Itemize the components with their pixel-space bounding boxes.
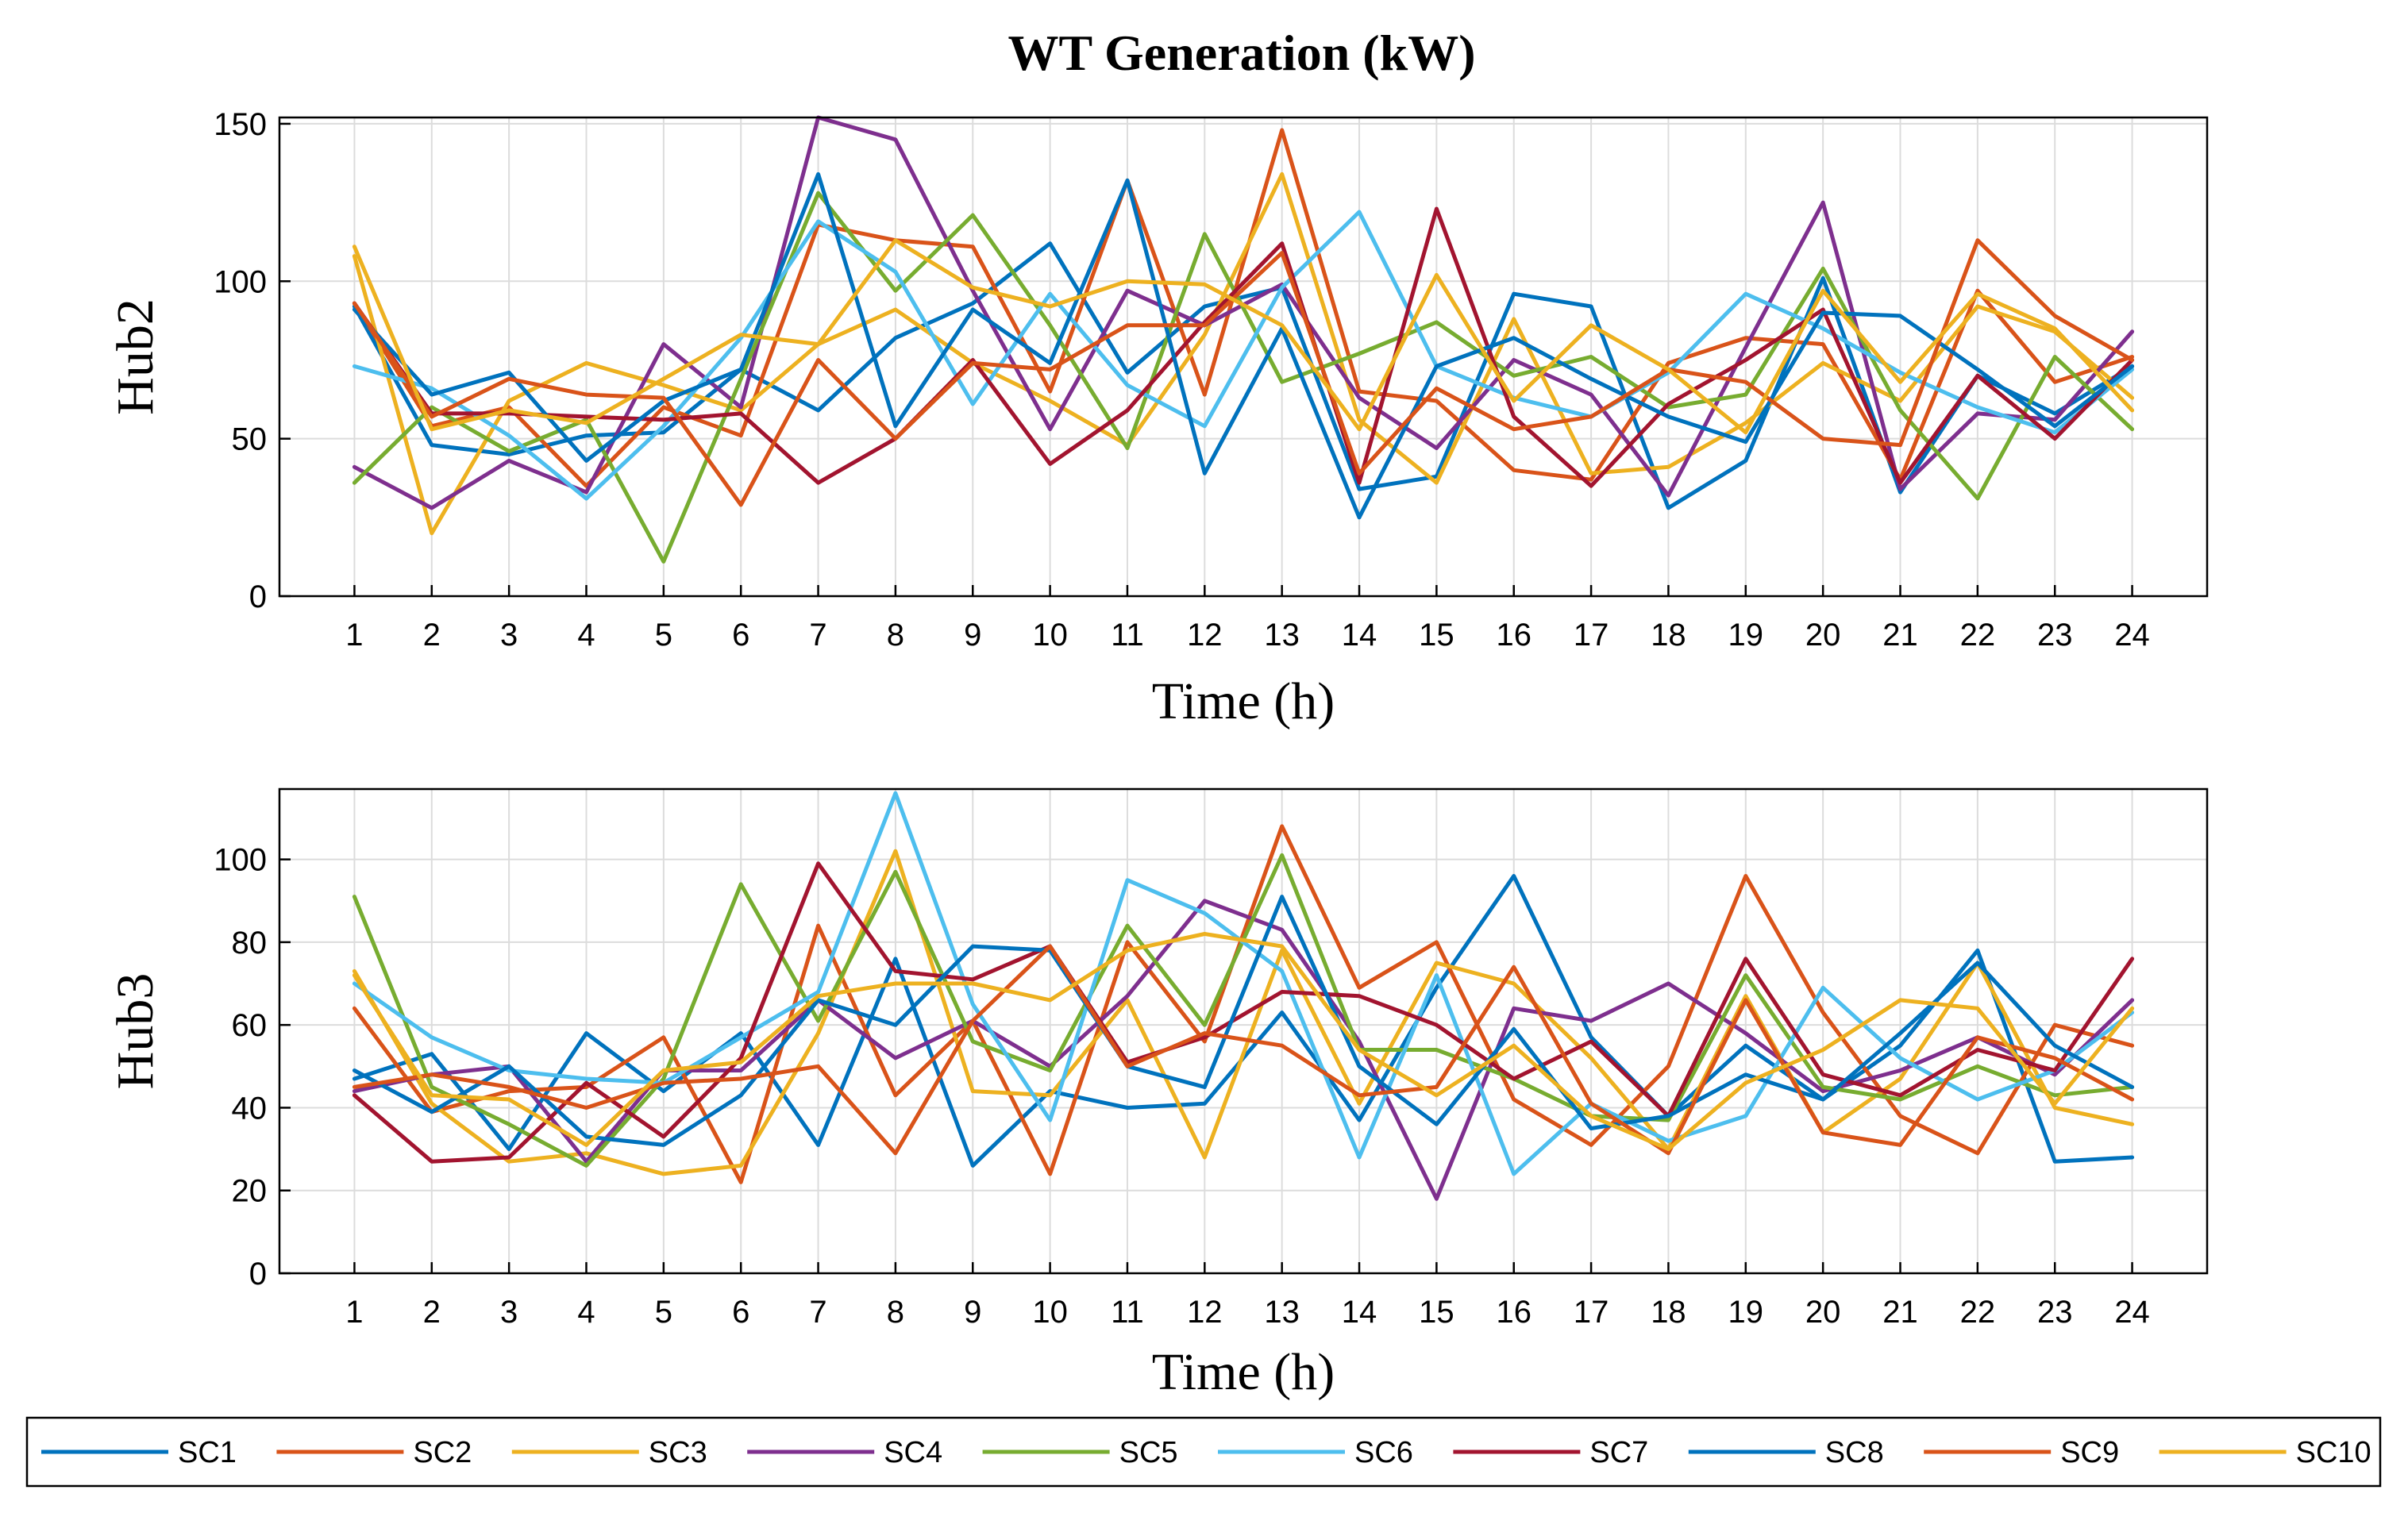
x-tick-label: 13	[1264, 618, 1300, 653]
x-tick-label: 22	[1960, 618, 1996, 653]
x-tick-label: 2	[423, 618, 441, 653]
x-tick-label: 18	[1651, 1295, 1686, 1330]
x-tick-label: 16	[1496, 618, 1531, 653]
x-tick-label: 24	[2114, 618, 2150, 653]
x-tick-label: 10	[1032, 618, 1068, 653]
x-tick-label: 1	[345, 618, 363, 653]
x-tick-label: 23	[2037, 618, 2073, 653]
legend-label-sc6: SC6	[1354, 1436, 1413, 1469]
x-tick-label: 8	[887, 1295, 904, 1330]
hub3-y-axis-label: Hub3	[106, 973, 164, 1090]
x-tick-label: 6	[732, 1295, 749, 1330]
x-tick-label: 11	[1111, 1295, 1144, 1330]
hub2-series-sc3	[352, 171, 2135, 536]
legend-label-sc9: SC9	[2060, 1436, 2119, 1469]
x-tick-label: 4	[577, 618, 595, 653]
hub3-series-sc9	[352, 944, 2135, 1156]
legend-label-sc7: SC7	[1589, 1436, 1648, 1469]
x-tick-label: 18	[1651, 618, 1686, 653]
x-tick-label: 21	[1882, 1295, 1918, 1330]
x-tick-label: 5	[655, 618, 672, 653]
x-tick-label: 14	[1342, 1295, 1377, 1330]
x-tick-label: 16	[1496, 1295, 1531, 1330]
x-tick-label: 23	[2037, 1295, 2073, 1330]
x-tick-label: 22	[1960, 1295, 1996, 1330]
x-tick-label: 14	[1342, 618, 1377, 653]
y-tick-label: 60	[232, 1008, 268, 1043]
hub3-panel: 1 2 3 4 5 6 7 8 9 10 11 12 13 14 15 16 17 18 19 20 21 22 23 240…	[106, 787, 2209, 1401]
x-tick-label: 3	[500, 1295, 518, 1330]
hub2-series-sc10	[352, 238, 2135, 435]
hub2-plot-frame	[278, 116, 2209, 598]
hub3-series-sc8	[352, 895, 2135, 1147]
x-tick-label: 4	[577, 1295, 595, 1330]
hub3-series-sc7	[352, 861, 2135, 1164]
hub3-series-sc3	[352, 849, 2135, 1176]
x-tick-label: 3	[500, 618, 518, 653]
x-tick-label: 5	[655, 1295, 672, 1330]
legend-label-sc1: SC1	[178, 1436, 237, 1469]
hub2-series-sc7	[352, 206, 2135, 488]
hub3-series-sc2	[352, 824, 2135, 1184]
x-tick-label: 17	[1574, 1295, 1609, 1330]
legend-label-sc3: SC3	[649, 1436, 707, 1469]
y-tick-label: 0	[249, 579, 267, 614]
x-tick-label: 7	[809, 618, 826, 653]
x-tick-label: 13	[1264, 1295, 1300, 1330]
x-tick-label: 15	[1419, 1295, 1454, 1330]
hub3-series-group	[352, 791, 2135, 1201]
x-tick-label: 7	[809, 1295, 826, 1330]
hub2-series-group	[352, 115, 2135, 564]
hub3-x-axis-label: Time (h)	[1152, 1343, 1335, 1401]
chart-title: WT Generation (kW)	[1008, 25, 1475, 81]
x-tick-label: 2	[423, 1295, 441, 1330]
hub2-y-axis-label: Hub2	[106, 298, 164, 415]
hub2-panel: 1 2 3 4 5 6 7 8 9 10 11 12 13 14 15 16 17 18 19 20 21 22 23 240…	[106, 107, 2209, 730]
x-tick-label: 24	[2114, 1295, 2150, 1330]
y-tick-label: 0	[249, 1257, 267, 1292]
x-tick-label: 9	[964, 618, 981, 653]
x-tick-label: 12	[1187, 1295, 1223, 1330]
x-tick-label: 8	[887, 618, 904, 653]
y-tick-label: 100	[214, 843, 267, 878]
hub2-series-sc5	[352, 191, 2135, 564]
hub2-series-sc8	[352, 171, 2135, 520]
x-tick-label: 9	[964, 1295, 981, 1330]
x-tick-label: 20	[1805, 618, 1841, 653]
legend-label-sc10: SC10	[2296, 1436, 2371, 1469]
hub3-plot-frame	[278, 787, 2209, 1275]
x-tick-label: 10	[1032, 1295, 1068, 1330]
y-tick-label: 50	[232, 422, 268, 457]
y-tick-label: 40	[232, 1091, 268, 1126]
hub2-x-axis-label: Time (h)	[1152, 672, 1335, 730]
x-tick-label: 21	[1882, 618, 1918, 653]
legend-label-sc8: SC8	[1825, 1436, 1884, 1469]
hub2-series-sc9	[352, 238, 2135, 507]
legend: SC1 SC2 SC3 SC4 SC5 SC6 SC7 SC8 SC9 SC10	[25, 1416, 2382, 1488]
y-tick-label: 20	[232, 1174, 268, 1209]
x-tick-label: 11	[1111, 618, 1144, 653]
x-tick-label: 17	[1574, 618, 1609, 653]
x-tick-label: 1	[345, 1295, 363, 1330]
x-tick-label: 15	[1419, 618, 1454, 653]
x-tick-label: 6	[732, 618, 749, 653]
hub3-series-sc10	[352, 932, 2135, 1152]
y-tick-label: 150	[214, 107, 267, 142]
legend-label-sc2: SC2	[413, 1436, 472, 1469]
x-tick-label: 12	[1187, 618, 1223, 653]
x-tick-label: 19	[1728, 1295, 1764, 1330]
x-tick-label: 19	[1728, 618, 1764, 653]
legend-label-sc5: SC5	[1119, 1436, 1178, 1469]
x-tick-label: 20	[1805, 1295, 1841, 1330]
y-tick-label: 80	[232, 926, 268, 961]
legend-label-sc4: SC4	[884, 1436, 942, 1469]
y-tick-label: 100	[214, 264, 267, 299]
